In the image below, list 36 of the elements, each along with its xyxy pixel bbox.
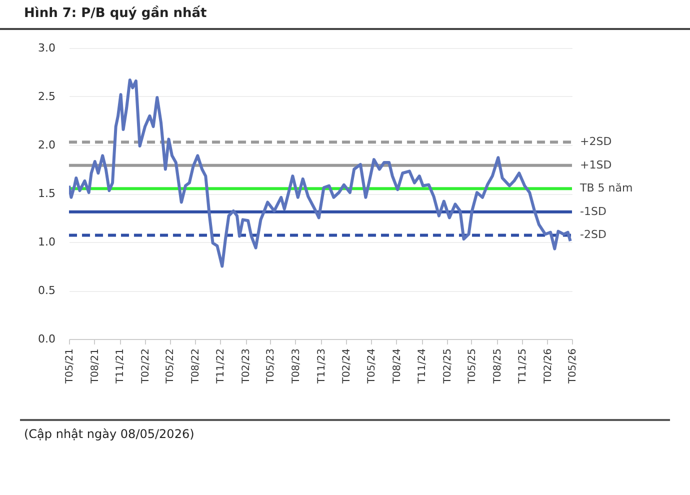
x-tick-label: T05/22 [165, 348, 176, 384]
line-series [69, 78, 572, 268]
ref-line-label: -2SD [580, 228, 606, 242]
ref-line-label: TB 5 năm [579, 182, 633, 195]
y-tick-label: 3.0 [38, 42, 56, 54]
y-tick-label: 1.0 [38, 236, 56, 248]
x-tick-label: T08/23 [290, 348, 302, 384]
x-tick-label: T11/21 [115, 348, 126, 384]
chart-title: Hình 7: P/B quý gần nhất [0, 0, 690, 30]
x-tick-label: T08/24 [392, 348, 403, 384]
x-tick-label: T11/23 [316, 348, 328, 384]
y-tick-label: 0.0 [38, 332, 56, 346]
x-tick-label: T05/25 [466, 348, 478, 384]
ref-line-label: +2SD [580, 135, 612, 148]
x-tick-label: T05/23 [266, 348, 277, 384]
x-tick-label: T11/22 [216, 348, 227, 384]
y-tick-label: 2.0 [38, 138, 56, 152]
x-tick-label: T02/25 [442, 348, 454, 384]
x-tick-label: T02/22 [140, 348, 152, 384]
ref-line-label: -1SD [580, 204, 606, 218]
y-tick-label: 0.5 [38, 284, 56, 297]
x-tick-label: T08/21 [90, 348, 101, 384]
text: (Cập nhật ngày 08/05/2026) [20, 419, 670, 447]
x-tick-label: T11/25 [518, 348, 529, 384]
x-tick-label: T02/23 [241, 348, 252, 384]
x-tick-label: T05/24 [366, 348, 378, 384]
x-tick-label: T02/24 [342, 348, 353, 384]
x-tick-label: T08/22 [190, 348, 202, 384]
x-tick-label: T08/25 [492, 348, 504, 384]
x-tick-label: T11/24 [417, 348, 428, 384]
ref-line-label: +1SD [580, 158, 612, 172]
y-tick-label: 1.5 [38, 187, 56, 200]
x-tick-label: T05/26 [568, 348, 578, 384]
x-tick-label: T05/21 [64, 348, 76, 384]
y-tick-label: 2.5 [38, 90, 56, 103]
x-tick-label: T02/26 [542, 348, 554, 384]
